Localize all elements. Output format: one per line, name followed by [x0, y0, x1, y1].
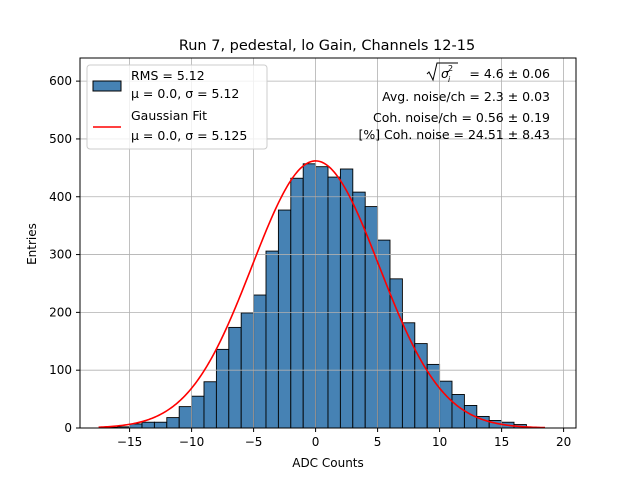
y-tick-label: 200	[49, 305, 72, 319]
histogram-bar	[141, 421, 155, 429]
annotation-coh-noise: Coh. noise/ch = 0.56 ± 0.19	[373, 110, 550, 125]
histogram-bar	[401, 322, 416, 429]
histogram-bar	[364, 206, 379, 429]
x-tick-label: 20	[556, 435, 571, 449]
y-tick-label: 500	[49, 132, 72, 146]
histogram-bar	[178, 406, 193, 429]
chart-title: Run 7, pedestal, lo Gain, Channels 12-15	[179, 38, 475, 54]
x-tick-label: −15	[117, 435, 142, 449]
annotation-sigma: = 4.6 ± 0.06	[469, 66, 550, 81]
y-tick-label: 300	[49, 248, 72, 262]
x-tick-label: −5	[245, 435, 263, 449]
y-axis-label: Entries	[25, 223, 39, 265]
annotations: σ 2 i = 4.6 ± 0.06 Avg. noise/ch = 2.3 ±…	[358, 62, 550, 142]
legend-fit-subtitle: μ = 0.0, σ = 5.125	[131, 128, 247, 143]
histogram-bar	[327, 176, 341, 429]
y-tick-label: 0	[64, 421, 72, 435]
legend-histogram-swatch	[92, 80, 122, 92]
x-tick-label: 5	[374, 435, 382, 449]
y-tick-label: 600	[49, 74, 72, 88]
x-tick-label: 0	[312, 435, 320, 449]
annotation-pct-coh-noise: [%] Coh. noise = 24.51 ± 8.43	[358, 127, 550, 142]
histogram-bar	[439, 380, 453, 429]
histogram-bar	[166, 417, 180, 429]
histogram-bar	[215, 348, 230, 429]
annotation-avg-noise: Avg. noise/ch = 2.3 ± 0.03	[382, 89, 550, 104]
histogram-bar	[153, 421, 168, 429]
histogram-bar	[339, 168, 354, 429]
x-tick-label: −10	[179, 435, 204, 449]
histogram-bar	[302, 163, 317, 429]
legend-fit-label: Gaussian Fit	[131, 108, 207, 123]
x-tick-label: 10	[432, 435, 447, 449]
x-axis-label: ADC Counts	[292, 456, 364, 470]
legend-histogram-subtitle: μ = 0.0, σ = 5.12	[131, 86, 239, 101]
y-tick-label: 400	[49, 190, 72, 204]
histogram-bar	[451, 394, 465, 429]
legend-histogram-label: RMS = 5.12	[131, 68, 205, 83]
sqrt-sigma-symbol: σ 2 i	[426, 62, 458, 84]
axes-frame	[79, 57, 577, 429]
legend: RMS = 5.12 μ = 0.0, σ = 5.12 Gaussian Fi…	[86, 64, 268, 150]
histogram-bar	[315, 166, 329, 429]
histogram-bar	[253, 294, 267, 429]
x-tick-label: 15	[494, 435, 509, 449]
y-tick-label: 100	[49, 363, 72, 377]
histogram-bar	[203, 381, 217, 429]
histogram-bar	[389, 278, 403, 429]
histogram-bar	[191, 395, 205, 429]
svg-text:i: i	[448, 75, 451, 84]
gaussian-fit-line	[98, 160, 546, 429]
histogram-bar	[290, 177, 304, 429]
histogram-bar	[228, 326, 242, 429]
svg-text:2: 2	[448, 64, 453, 73]
histogram-bar	[265, 250, 279, 429]
svg-text:σ: σ	[441, 66, 450, 81]
histogram-bar	[277, 209, 292, 429]
histogram-bar	[414, 343, 428, 429]
legend-frame	[86, 64, 268, 150]
